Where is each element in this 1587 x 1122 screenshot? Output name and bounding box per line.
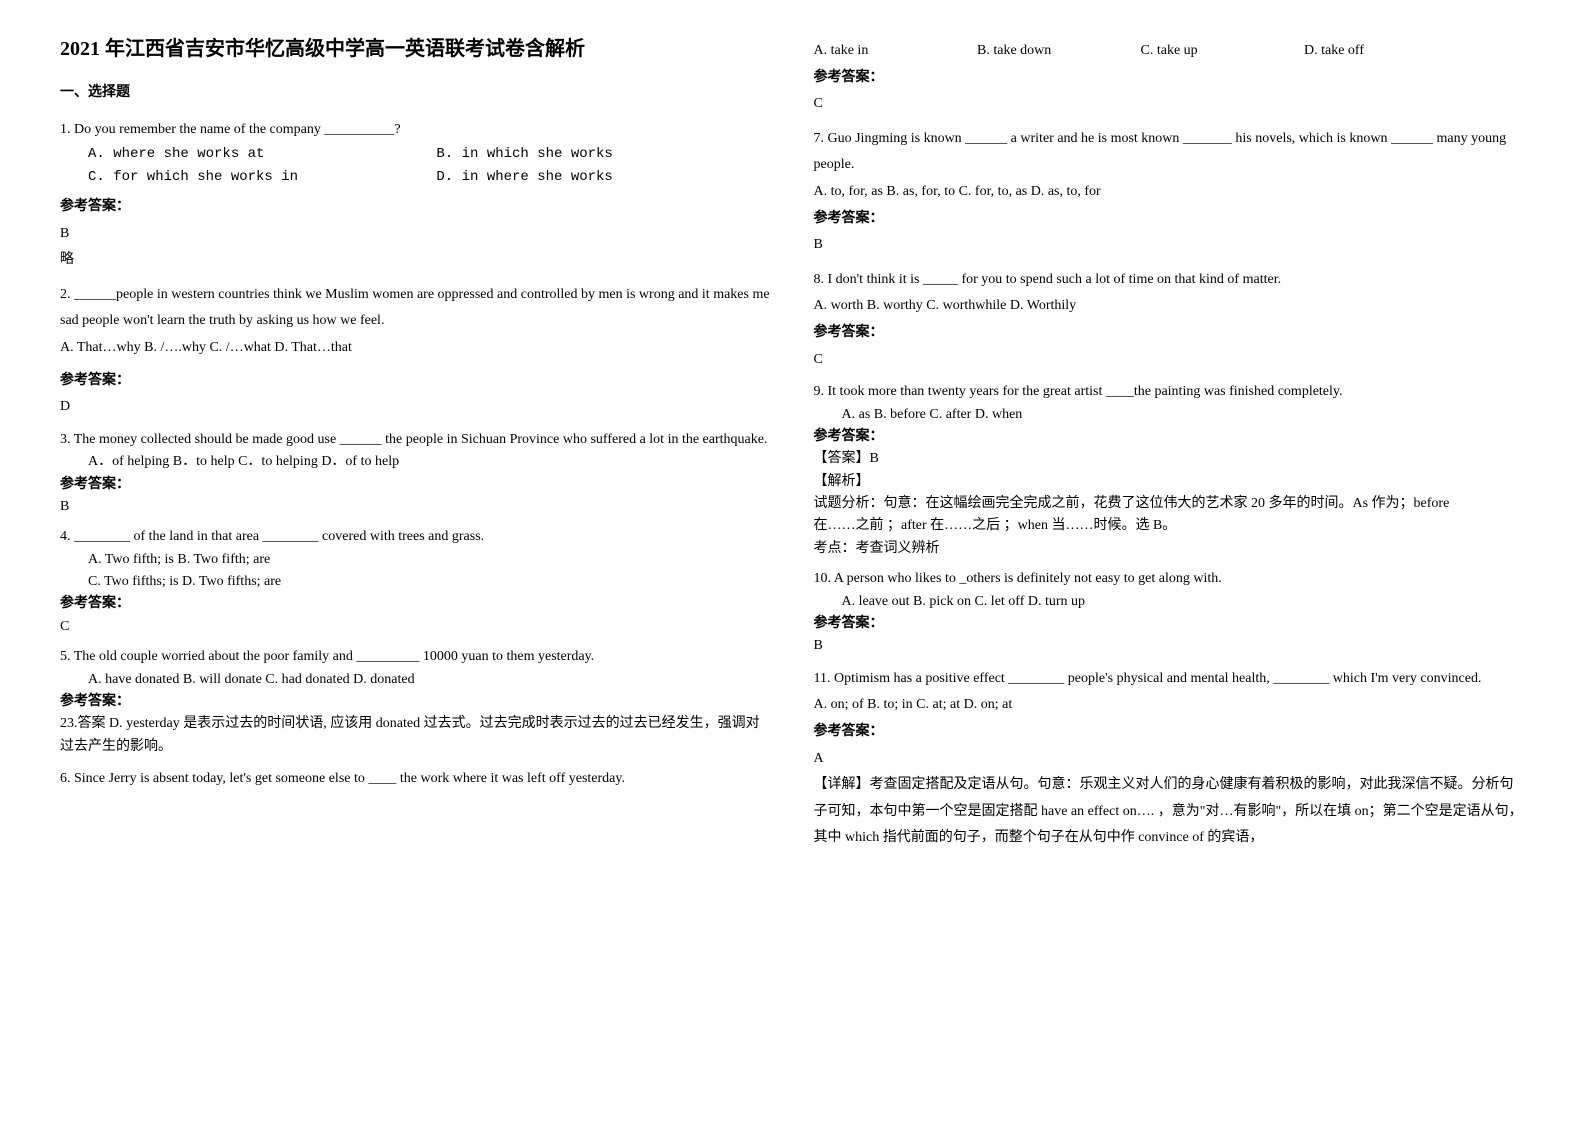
q9-stem: 9. It took more than twenty years for th… (814, 381, 1528, 403)
q7-stem: 7. Guo Jingming is known ______ a writer… (814, 126, 1528, 179)
q1-note: 略 (60, 247, 774, 274)
q10-answer-label: 参考答案： (814, 613, 1528, 635)
q1-options-row2: C. for which she works in D. in where sh… (60, 166, 774, 188)
question-2: 2. ______people in western countries thi… (60, 282, 774, 421)
q11-stem: 11. Optimism has a positive effect _____… (814, 666, 1528, 693)
q10-opts: A. leave out B. pick on C. let off D. tu… (814, 591, 1528, 613)
q1-opt-a: A. where she works at (88, 143, 428, 165)
question-6: 6. Since Jerry is absent today, let's ge… (60, 766, 774, 793)
q4-stem: 4. ________ of the land in that area ___… (60, 526, 774, 548)
q1-answer-label: 参考答案： (60, 194, 774, 221)
question-4: 4. ________ of the land in that area ___… (60, 526, 774, 638)
q2-answer-label: 参考答案： (60, 368, 774, 395)
q6-opt-c: C. take up (1141, 38, 1301, 65)
q1-opt-c: C. for which she works in (88, 166, 428, 188)
q1-opt-b: B. in which she works (436, 146, 612, 162)
q4-opts-row2: C. Two fifths; is D. Two fifths; are (60, 571, 774, 593)
q11-answer: A (814, 746, 1528, 773)
question-3: 3. The money collected should be made go… (60, 429, 774, 519)
q4-answer: C (60, 616, 774, 638)
q3-opts: A．of helping B．to help C．to helping D．of… (60, 451, 774, 473)
q6-opt-d: D. take off (1304, 38, 1464, 65)
q9-answer-label: 参考答案： (814, 426, 1528, 448)
q8-answer: C (814, 347, 1528, 374)
left-column: 2021 年江西省吉安市华忆高级中学高一英语联考试卷含解析 一、选择题 1. D… (40, 30, 794, 1092)
q8-opts: A. worth B. worthy C. worthwhile D. Wort… (814, 293, 1528, 320)
question-10: 10. A person who likes to _others is def… (814, 568, 1528, 658)
question-8: 8. I don't think it is _____ for you to … (814, 267, 1528, 373)
q5-answer: 23.答案 D. yesterday 是表示过去的时间状语, 应该用 donat… (60, 713, 774, 758)
q4-answer-label: 参考答案： (60, 593, 774, 615)
question-7: 7. Guo Jingming is known ______ a writer… (814, 126, 1528, 259)
question-11: 11. Optimism has a positive effect _____… (814, 666, 1528, 852)
q7-opts: A. to, for, as B. as, for, to C. for, to… (814, 179, 1528, 206)
q2-opts: A. That…why B. /….why C. /…what D. That…… (60, 335, 774, 362)
q8-answer-label: 参考答案： (814, 320, 1528, 347)
q5-stem: 5. The old couple worried about the poor… (60, 646, 774, 668)
q5-answer-label: 参考答案： (60, 691, 774, 713)
q11-answer-label: 参考答案： (814, 719, 1528, 746)
question-6-opts: A. take in B. take down C. take up D. ta… (814, 38, 1528, 118)
q3-answer: B (60, 496, 774, 518)
q6-answer-label: 参考答案： (814, 65, 1528, 92)
question-5: 5. The old couple worried about the poor… (60, 646, 774, 758)
q6-opt-b: B. take down (977, 38, 1137, 65)
q9-expl-2: 在……之前 ；after 在……之后 ；when 当……时候。选 B。 (814, 515, 1528, 537)
q1-options-row1: A. where she works at B. in which she wo… (60, 143, 774, 165)
q10-answer: B (814, 635, 1528, 657)
q4-opts-row1: A. Two fifth; is B. Two fifth; are (60, 549, 774, 571)
q9-expl-3: 考点：考查词义辨析 (814, 538, 1528, 560)
question-9: 9. It took more than twenty years for th… (814, 381, 1528, 560)
right-column: A. take in B. take down C. take up D. ta… (794, 30, 1548, 1092)
q9-opts: A. as B. before C. after D. when (814, 404, 1528, 426)
question-1: 1. Do you remember the name of the compa… (60, 117, 774, 274)
q6-stem: 6. Since Jerry is absent today, let's ge… (60, 766, 774, 793)
q7-answer: B (814, 232, 1528, 259)
exam-page: 2021 年江西省吉安市华忆高级中学高一英语联考试卷含解析 一、选择题 1. D… (0, 0, 1587, 1122)
q1-opt-d: D. in where she works (436, 169, 612, 185)
q7-answer-label: 参考答案： (814, 206, 1528, 233)
q6-opt-a: A. take in (814, 38, 974, 65)
q2-answer: D (60, 394, 774, 421)
q10-stem: 10. A person who likes to _others is def… (814, 568, 1528, 590)
q8-stem: 8. I don't think it is _____ for you to … (814, 267, 1528, 294)
q11-opts: A. on; of B. to; in C. at; at D. on; at (814, 692, 1528, 719)
q9-expl-1: 试题分析：句意：在这幅绘画完全完成之前，花费了这位伟大的艺术家 20 多年的时间… (814, 493, 1528, 515)
q5-opts: A. have donated B. will donate C. had do… (60, 669, 774, 691)
q1-answer: B (60, 221, 774, 248)
q9-answer-head: 【答案】B (814, 448, 1528, 470)
q3-answer-label: 参考答案： (60, 474, 774, 496)
q6-opts-row: A. take in B. take down C. take up D. ta… (814, 38, 1528, 65)
q1-stem: 1. Do you remember the name of the compa… (60, 117, 774, 144)
q3-stem: 3. The money collected should be made go… (60, 429, 774, 451)
q2-stem: 2. ______people in western countries thi… (60, 282, 774, 335)
q9-expl-head: 【解析】 (814, 471, 1528, 493)
q6-answer: C (814, 91, 1528, 118)
section-heading: 一、选择题 (60, 80, 774, 107)
exam-title: 2021 年江西省吉安市华忆高级中学高一英语联考试卷含解析 (60, 30, 774, 68)
q11-expl: 【详解】考查固定搭配及定语从句。句意：乐观主义对人们的身心健康有着积极的影响，对… (814, 772, 1528, 852)
